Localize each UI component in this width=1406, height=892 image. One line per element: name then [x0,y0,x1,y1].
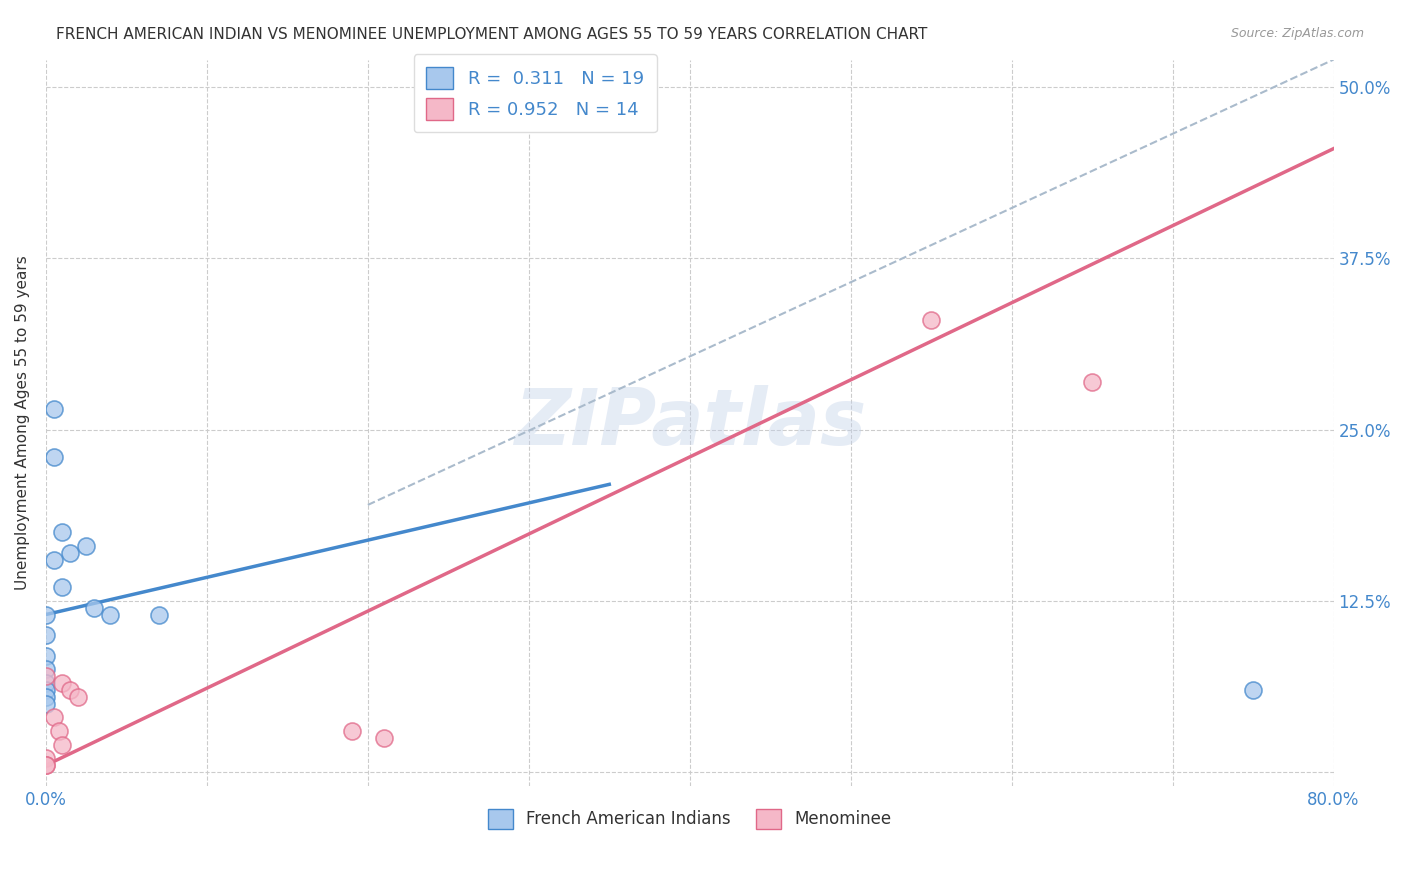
Point [148,607,170,622]
Point [51,738,73,752]
Text: FRENCH AMERICAN INDIAN VS MENOMINEE UNEMPLOYMENT AMONG AGES 55 TO 59 YEARS CORRE: FRENCH AMERICAN INDIAN VS MENOMINEE UNEM… [56,27,928,42]
Point [35,648,58,663]
Point [59,682,82,697]
Point [35,676,58,690]
Point [51,580,73,594]
Point [75,539,97,553]
Point [920,313,942,327]
Point [48,723,70,738]
Point [51,676,73,690]
Text: Source: ZipAtlas.com: Source: ZipAtlas.com [1230,27,1364,40]
Point [373,731,395,745]
Point [35,758,58,772]
Point [67,690,90,704]
Point [83,600,105,615]
Point [1241,682,1264,697]
Point [35,690,58,704]
Point [59,546,82,560]
Point [1081,375,1104,389]
Point [42,552,65,566]
Point [51,525,73,540]
Point [98,607,121,622]
Point [340,723,363,738]
Point [35,682,58,697]
Point [35,669,58,683]
Point [42,450,65,464]
Point [42,710,65,724]
Point [35,607,58,622]
Legend: French American Indians, Menominee: French American Indians, Menominee [481,802,898,836]
Text: ZIPatlas: ZIPatlas [513,384,866,460]
Point [35,662,58,676]
Point [35,751,58,765]
Point [42,402,65,417]
Y-axis label: Unemployment Among Ages 55 to 59 years: Unemployment Among Ages 55 to 59 years [15,255,30,591]
Point [35,628,58,642]
Point [35,697,58,711]
Point [35,758,58,772]
